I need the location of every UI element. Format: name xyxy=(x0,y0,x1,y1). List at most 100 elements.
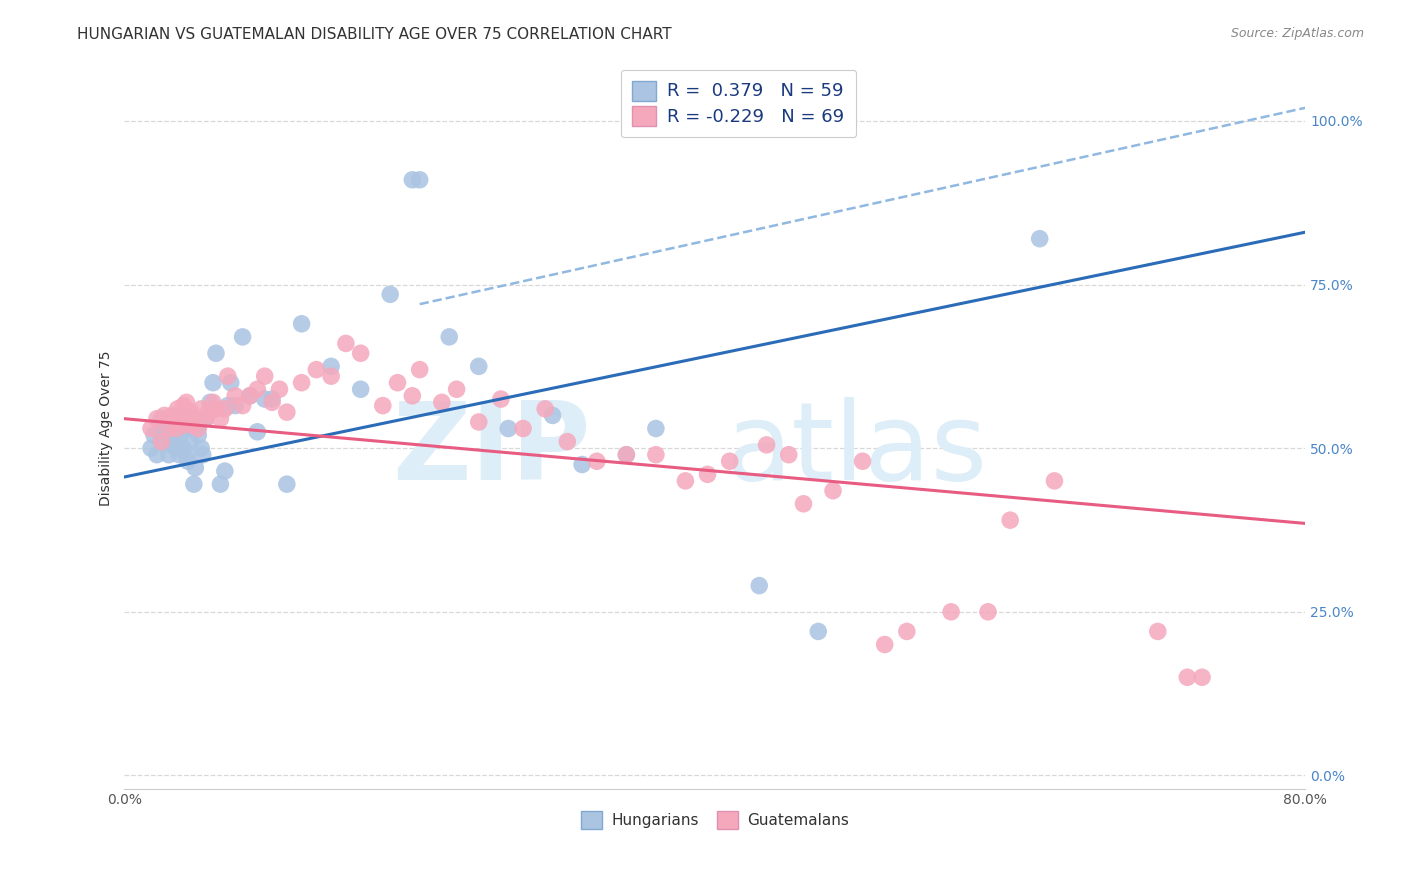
Text: atlas: atlas xyxy=(725,397,987,503)
Point xyxy=(187,418,209,433)
Point xyxy=(209,411,232,425)
Point xyxy=(160,409,183,423)
Point xyxy=(439,330,461,344)
Point xyxy=(291,376,314,390)
Point xyxy=(179,421,201,435)
Point xyxy=(350,346,373,360)
Point xyxy=(387,376,409,390)
Point xyxy=(939,605,962,619)
Point xyxy=(409,362,432,376)
Point xyxy=(165,441,187,455)
Point xyxy=(350,382,373,396)
Point xyxy=(644,421,666,435)
Point xyxy=(468,359,491,374)
Point xyxy=(184,411,207,425)
Point xyxy=(380,287,402,301)
Point xyxy=(755,438,778,452)
Point xyxy=(977,605,1000,619)
Point xyxy=(446,382,468,396)
Point xyxy=(468,415,491,429)
Point xyxy=(205,401,228,416)
Point xyxy=(232,330,254,344)
Point xyxy=(153,409,176,423)
Point xyxy=(160,438,183,452)
Point xyxy=(173,399,195,413)
Point xyxy=(253,392,276,406)
Point xyxy=(291,317,314,331)
Point xyxy=(335,336,357,351)
Point xyxy=(262,395,284,409)
Point xyxy=(585,454,607,468)
Point xyxy=(169,409,191,423)
Point xyxy=(209,477,232,491)
Text: Source: ZipAtlas.com: Source: ZipAtlas.com xyxy=(1230,27,1364,40)
Point xyxy=(162,431,184,445)
Point xyxy=(498,421,520,435)
Point xyxy=(146,411,169,425)
Point xyxy=(150,434,173,449)
Point xyxy=(166,401,188,416)
Point xyxy=(239,389,262,403)
Point xyxy=(1146,624,1168,639)
Point xyxy=(191,448,214,462)
Point xyxy=(253,369,276,384)
Point xyxy=(321,369,343,384)
Point xyxy=(614,448,637,462)
Point xyxy=(807,624,830,639)
Point xyxy=(180,405,202,419)
Point xyxy=(718,454,741,468)
Point xyxy=(246,425,269,439)
Point xyxy=(198,395,221,409)
Point xyxy=(1175,670,1198,684)
Point xyxy=(176,448,198,462)
Point xyxy=(401,389,423,403)
Point xyxy=(194,411,217,425)
Point xyxy=(792,497,814,511)
Point xyxy=(219,376,242,390)
Point xyxy=(239,389,262,403)
Point xyxy=(202,395,225,409)
Point xyxy=(778,448,800,462)
Point xyxy=(157,421,180,435)
Point xyxy=(1043,474,1066,488)
Point xyxy=(276,477,298,491)
Point xyxy=(167,448,190,462)
Point xyxy=(169,428,191,442)
Point xyxy=(155,421,177,435)
Point xyxy=(190,401,212,416)
Point xyxy=(673,474,696,488)
Point xyxy=(179,411,201,425)
Point xyxy=(614,448,637,462)
Point xyxy=(217,369,239,384)
Point xyxy=(1028,232,1050,246)
Point xyxy=(489,392,512,406)
Point xyxy=(555,434,578,449)
Point xyxy=(194,411,217,425)
Point xyxy=(851,454,873,468)
Point xyxy=(180,411,202,425)
Point xyxy=(371,399,394,413)
Point xyxy=(232,399,254,413)
Point xyxy=(176,395,198,409)
Point xyxy=(214,401,236,416)
Point xyxy=(150,434,173,449)
Point xyxy=(173,418,195,433)
Point xyxy=(217,399,239,413)
Point xyxy=(696,467,718,482)
Point xyxy=(541,409,564,423)
Point xyxy=(157,448,180,462)
Point xyxy=(173,421,195,435)
Point xyxy=(305,362,328,376)
Point xyxy=(262,392,284,406)
Point xyxy=(202,376,225,390)
Point xyxy=(166,415,188,429)
Point xyxy=(177,454,200,468)
Point xyxy=(146,448,169,462)
Point xyxy=(998,513,1021,527)
Text: HUNGARIAN VS GUATEMALAN DISABILITY AGE OVER 75 CORRELATION CHART: HUNGARIAN VS GUATEMALAN DISABILITY AGE O… xyxy=(77,27,672,42)
Point xyxy=(571,458,593,472)
Legend: Hungarians, Guatemalans: Hungarians, Guatemalans xyxy=(575,805,855,835)
Point xyxy=(1191,670,1213,684)
Text: ZIP: ZIP xyxy=(392,397,591,503)
Point xyxy=(873,638,896,652)
